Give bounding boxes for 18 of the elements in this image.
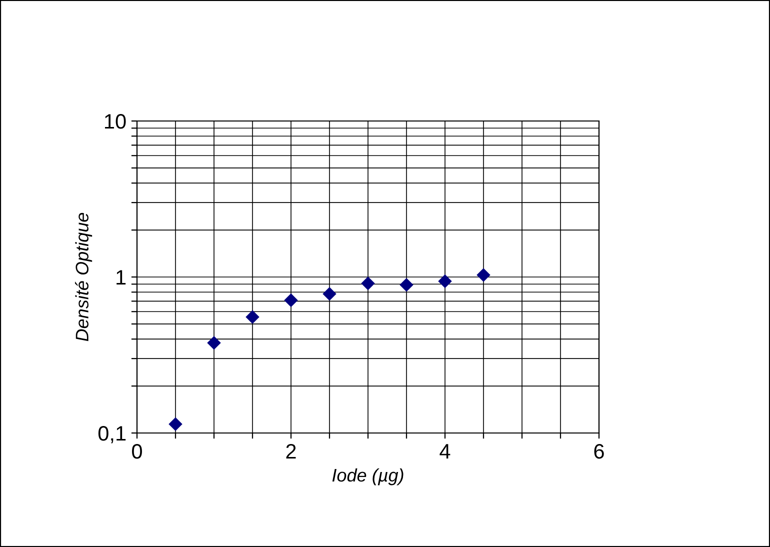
point: [168, 418, 182, 431]
y-tick-label: 10: [105, 114, 126, 129]
x-tick-label: 4: [440, 444, 450, 459]
point: [476, 268, 490, 282]
y-tick-label: 1: [116, 270, 126, 285]
x-tick-label: 6: [594, 444, 604, 459]
point: [438, 274, 452, 288]
x-axis-title: Iode (µg): [332, 468, 404, 486]
point: [400, 278, 414, 292]
point: [246, 310, 260, 324]
y-axis-title: Densité Optique: [75, 212, 92, 342]
point: [207, 336, 221, 350]
point: [284, 294, 298, 307]
x-tick-label: 0: [132, 444, 142, 459]
point: [322, 287, 336, 300]
x-tick-label: 2: [286, 444, 296, 459]
point: [361, 276, 375, 290]
y-tick-label: 0,1: [98, 426, 126, 444]
